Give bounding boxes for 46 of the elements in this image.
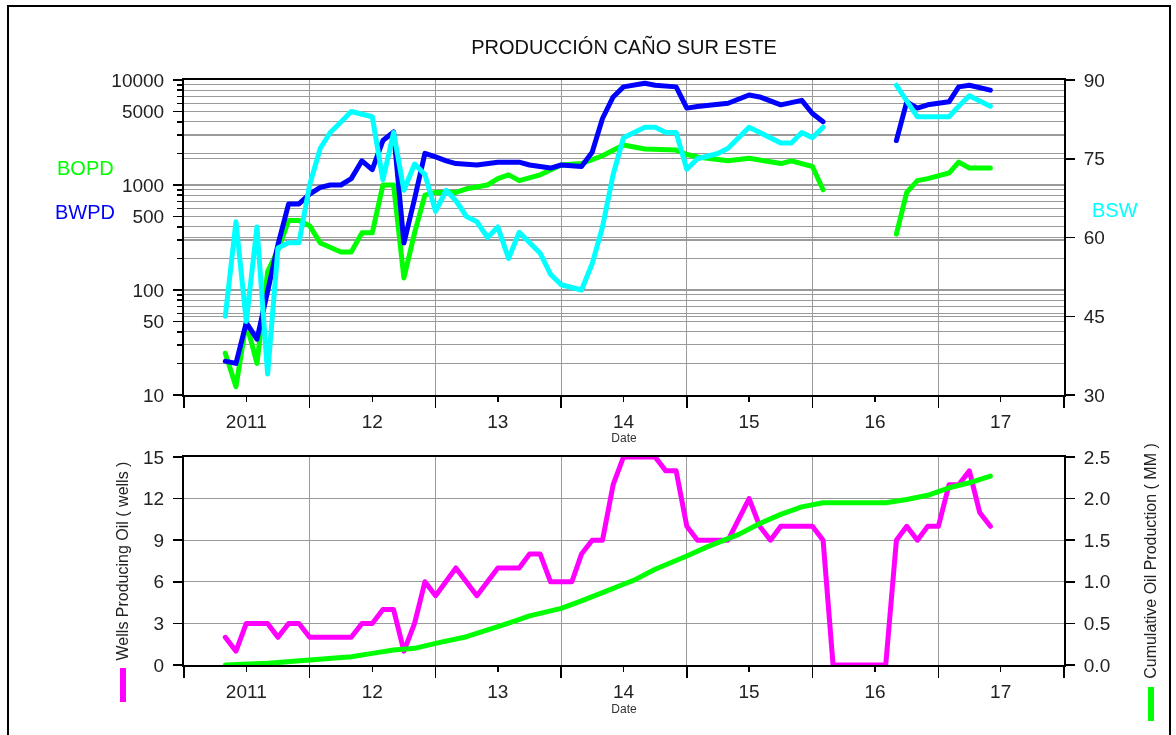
y2-tick-label: 2.5 (1083, 446, 1111, 468)
y-tick-label: 0 (153, 654, 165, 676)
y2-tick-label: 60 (1083, 227, 1105, 249)
x-tick-label: 2011 (225, 680, 267, 702)
y-tick-label: 1000 (121, 174, 165, 196)
text: BSW (1092, 199, 1138, 221)
chart-title: PRODUCCIÓN CAÑO SUR ESTE (471, 35, 777, 58)
x-tick-label: 14 (612, 680, 635, 702)
y2-tick-label: 1.0 (1083, 571, 1111, 593)
y2-tick-label: 30 (1083, 384, 1105, 406)
y2-tick-label: 1.5 (1083, 529, 1111, 551)
y-tick-label: 5000 (121, 101, 165, 123)
x-axis-title: Date (611, 431, 637, 445)
y2-tick-label: 0.5 (1083, 613, 1111, 635)
y2-tick-label: 2.0 (1083, 488, 1111, 510)
x-tick-label: 16 (864, 680, 886, 702)
y-tick-label: 100 (132, 279, 165, 301)
x-tick-label: 15 (738, 680, 760, 702)
y-tick-label: 3 (153, 613, 165, 635)
x-tick-label: 17 (990, 680, 1012, 702)
x-tick-label: 2011 (225, 410, 267, 432)
x-tick-label: 14 (612, 410, 635, 432)
x-tick-label: 15 (738, 410, 760, 432)
y2-tick-label: 0.0 (1083, 654, 1111, 676)
y2-tick-label: 45 (1083, 305, 1105, 327)
y-tick-label: 12 (143, 488, 165, 510)
y-axis-title: Wells Producing Oil ( wells ) (114, 461, 132, 661)
x-tick-label: 13 (487, 680, 509, 702)
x-tick-label: 17 (990, 410, 1012, 432)
y2-tick-label: 75 (1083, 148, 1105, 170)
text: BOPD (57, 157, 114, 179)
y2-tick-label: 90 (1083, 69, 1105, 91)
x-tick-label: 12 (361, 680, 383, 702)
y-tick-label: 6 (153, 571, 165, 593)
y-tick-label: 10 (143, 384, 165, 406)
x-axis-title: Date (611, 701, 637, 716)
text: BWPD (55, 201, 115, 223)
y2-axis-title: Cumulative Oil Production ( MM ) (1142, 443, 1160, 679)
y-tick-label: 10000 (111, 69, 165, 91)
x-tick-label: 16 (864, 410, 886, 432)
x-tick-label: 13 (487, 410, 509, 432)
y-tick-label: 500 (132, 206, 165, 228)
x-tick-label: 12 (361, 410, 383, 432)
y-tick-label: 15 (143, 446, 165, 468)
y-tick-label: 9 (153, 529, 165, 551)
y-tick-label: 50 (143, 311, 165, 333)
